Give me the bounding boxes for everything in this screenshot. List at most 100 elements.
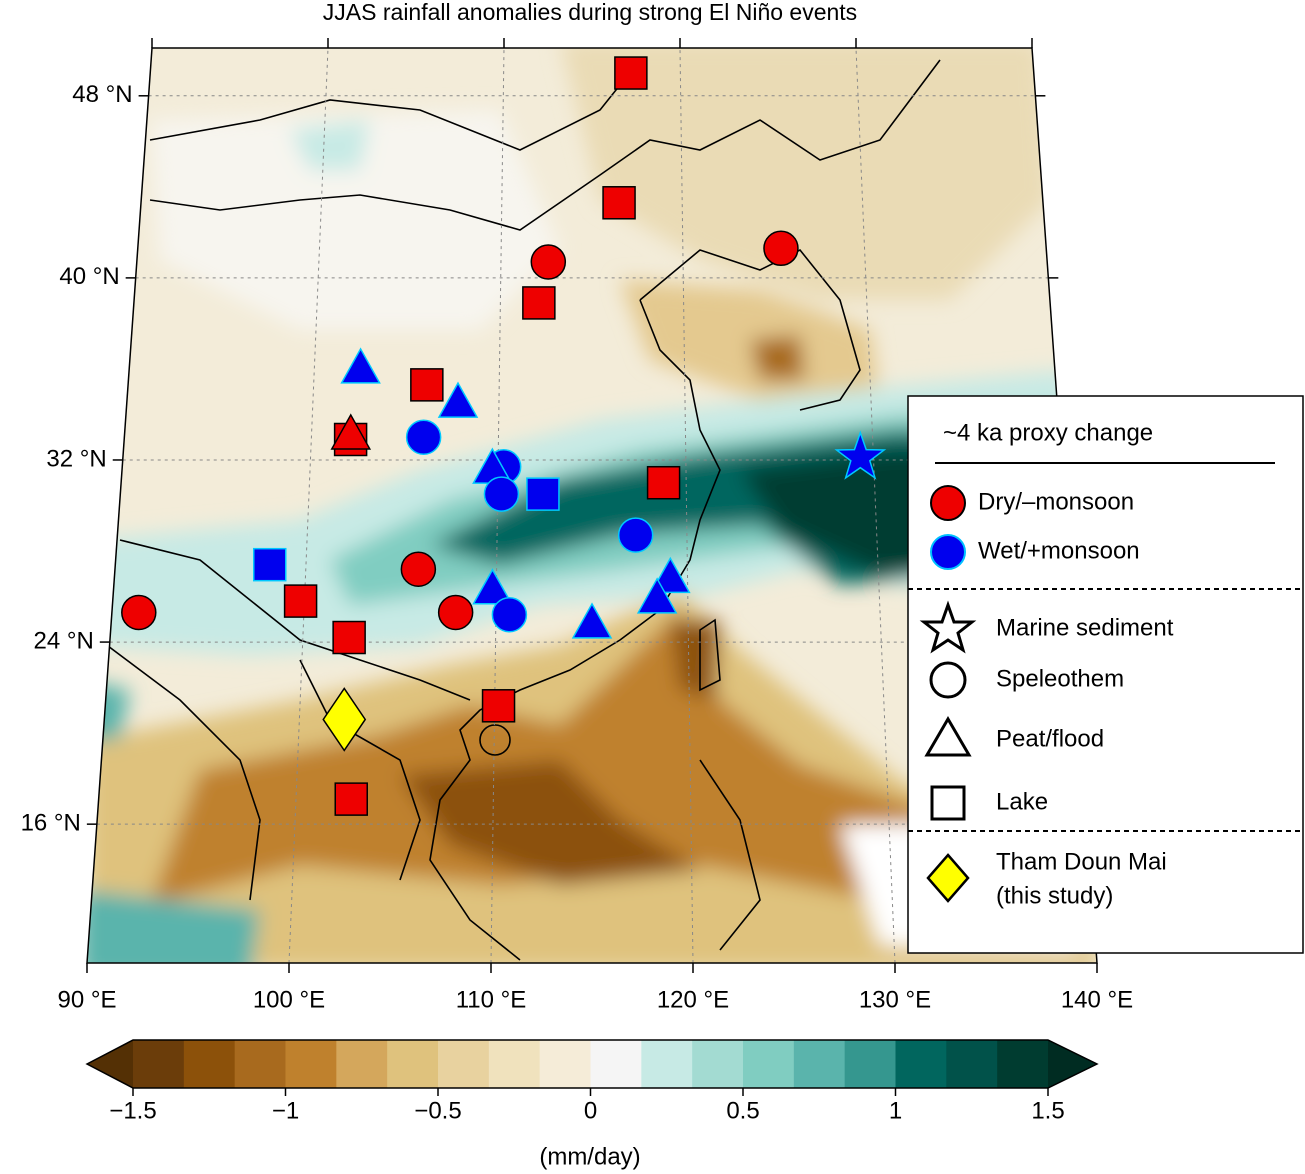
x-tick-label: 110 °E [456, 986, 527, 1013]
colorbar-tick-label: 0.5 [726, 1097, 759, 1124]
colorbar-tick-label: −1 [272, 1097, 299, 1124]
colorbar-swatch [692, 1040, 744, 1088]
colorbar-swatch [438, 1040, 490, 1088]
x-tick-label: 120 °E [657, 986, 729, 1013]
site-marker [602, 186, 636, 220]
y-tick-label: 16 °N [21, 810, 81, 837]
legend: ~4 ka proxy change Dry/–monsoon Wet/+mon… [907, 395, 1304, 954]
map-title: JJAS rainfall anomalies during strong El… [323, 0, 857, 25]
site-marker [571, 602, 613, 639]
colorbar-tick-label: 1 [889, 1097, 902, 1124]
site-marker [400, 551, 437, 587]
colorbar-swatch [539, 1040, 591, 1088]
colorbar-label: (mm/day) [539, 1143, 640, 1170]
colorbar-swatch [133, 1040, 185, 1088]
site-marker [763, 230, 799, 267]
grid-line [855, 47, 896, 964]
x-tick-label: 90 °E [58, 986, 117, 1013]
site-marker [283, 584, 318, 618]
site-marker [646, 465, 681, 500]
legend-label: Tham Doun Mai [996, 848, 1167, 875]
field-patch [87, 890, 260, 963]
legend-symbol [930, 785, 966, 821]
colorbar-tick-label: 1.5 [1031, 1097, 1064, 1124]
site-marker [121, 594, 157, 631]
colorbar-swatch [793, 1040, 846, 1088]
field-patch [290, 120, 370, 170]
colorbar-swatch [387, 1040, 439, 1088]
colorbar-extend [87, 1040, 133, 1088]
legend-label: Peat/flood [996, 725, 1104, 752]
colorbar-swatch [285, 1040, 337, 1088]
colorbar-swatch [183, 1040, 236, 1088]
site-marker [834, 430, 887, 480]
colorbar-swatch [997, 1040, 1049, 1088]
site-marker [636, 577, 678, 614]
site-marker [617, 517, 654, 553]
field-patch [670, 620, 720, 700]
legend-symbol [919, 600, 977, 654]
legend-symbol [924, 716, 972, 757]
site-marker [437, 594, 474, 631]
site-marker [405, 419, 442, 455]
colorbar: −1.5 −1 −0.5 0 0.5 1 1.5 [85, 1039, 1099, 1124]
colorbar-swatch [844, 1040, 896, 1088]
grid-line [679, 47, 694, 964]
colorbar-swatch [946, 1040, 998, 1088]
site-marker [332, 620, 366, 655]
colorbar-swatch [234, 1040, 286, 1088]
coastline [99, 59, 941, 961]
colorbar-swatch [895, 1040, 947, 1088]
x-tick-label: 100 °E [253, 986, 325, 1013]
colorbar-extend [1048, 1040, 1097, 1088]
site-marker [526, 477, 560, 511]
field-patch [400, 760, 700, 885]
site-marker [481, 689, 516, 723]
site-marker [252, 547, 287, 582]
x-tick-label: 130 °E [859, 986, 931, 1013]
site-marker [334, 782, 368, 816]
legend-symbol [929, 661, 967, 699]
y-tick-label: 48 °N [72, 81, 132, 108]
site-marker [330, 413, 372, 450]
field-patch [750, 335, 805, 380]
y-tick-label: 24 °N [34, 627, 94, 654]
colorbar-tick-label: 0 [584, 1097, 597, 1124]
legend-label: Marine sediment [996, 614, 1174, 641]
y-tick-label: 32 °N [46, 445, 106, 472]
legend-title: ~4 ka proxy change [943, 419, 1153, 446]
legend-symbol [930, 485, 966, 521]
site-marker [340, 347, 381, 384]
site-marker [472, 568, 513, 605]
site-marker [483, 476, 520, 512]
proxy-sites [121, 56, 887, 816]
legend-symbol [930, 534, 966, 570]
site-marker [614, 56, 648, 90]
colorbar-swatch [743, 1040, 795, 1088]
legend-label: (this study) [996, 882, 1113, 909]
x-tick-label: 140 °E [1061, 986, 1133, 1013]
legend-label: Dry/–monsoon [978, 488, 1134, 515]
grid-line [288, 47, 329, 964]
legend-symbol [926, 853, 970, 903]
field-patch [150, 610, 1000, 905]
site-marker [650, 556, 691, 594]
y-tick-label: 40 °N [59, 263, 119, 290]
colorbar-tick-label: −0.5 [414, 1097, 461, 1124]
site-marker [491, 597, 528, 633]
colorbar-tick-label: −1.5 [109, 1097, 156, 1124]
site-marker [322, 687, 367, 752]
site-marker [437, 381, 479, 418]
site-marker [522, 286, 556, 320]
colorbar-swatch [641, 1040, 693, 1088]
field-patch [150, 110, 560, 330]
legend-label: Speleothem [996, 665, 1124, 692]
colorbar-swatch [488, 1040, 541, 1088]
legend-label: Wet/+monsoon [978, 537, 1140, 564]
site-marker [530, 244, 567, 280]
legend-box [907, 395, 1304, 954]
colorbar-swatch [336, 1040, 388, 1088]
site-marker [410, 368, 444, 402]
colorbar-swatch [590, 1040, 642, 1088]
